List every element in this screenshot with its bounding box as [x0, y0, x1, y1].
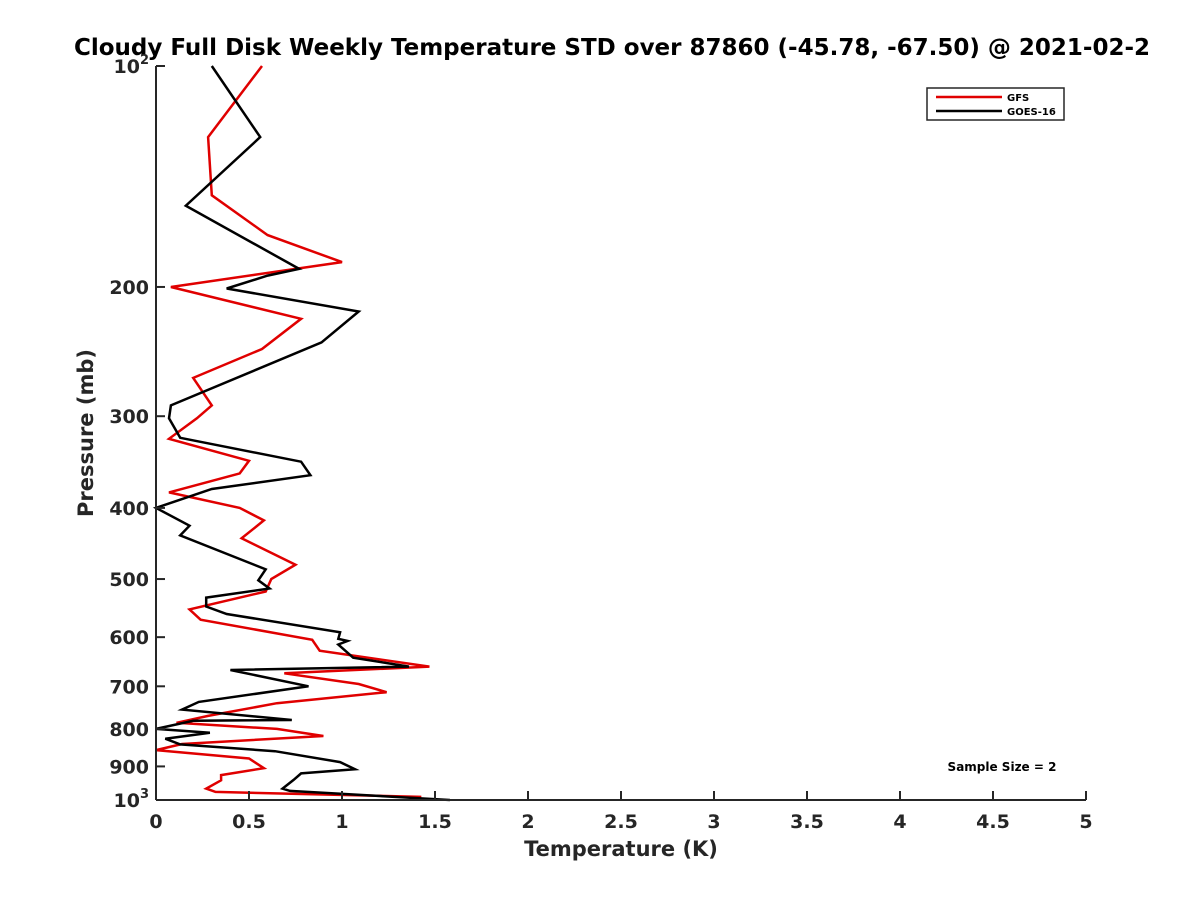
y-tick-base: 300: [109, 406, 149, 428]
y-tick-base: 900: [109, 756, 149, 778]
plot-area: [152, 65, 450, 802]
x-axis-label: Temperature (K): [524, 837, 718, 861]
y-tick-label: 500: [109, 569, 149, 591]
y-tick-exponent: 3: [140, 787, 149, 802]
x-tick-label: 1: [335, 811, 348, 833]
y-tick-label: 700: [109, 676, 149, 698]
y-tick-label: 102: [114, 53, 150, 78]
y-tick-label: 300: [109, 406, 149, 428]
y-tick-base: 600: [109, 627, 149, 649]
x-tick-label: 0.5: [232, 811, 266, 833]
x-tick-label: 1.5: [418, 811, 452, 833]
x-tick-label: 3: [707, 811, 720, 833]
y-tick-base: 700: [109, 676, 149, 698]
y-tick-label: 800: [109, 719, 149, 741]
y-tick-label: 600: [109, 627, 149, 649]
y-tick-base: 10: [114, 790, 140, 812]
y-tick-base: 400: [109, 498, 149, 520]
y-tick-base: 10: [114, 56, 140, 78]
series-line-gfs: [155, 65, 430, 800]
y-tick-label: 200: [109, 277, 149, 299]
x-tick-label: 4.5: [976, 811, 1010, 833]
series-line-goes16: [152, 65, 450, 802]
x-tick-label: 2: [521, 811, 534, 833]
y-tick-base: 800: [109, 719, 149, 741]
x-tick-label: 5: [1079, 811, 1092, 833]
legend-label-goes16: GOES-16: [1007, 107, 1056, 118]
y-axis-label: Pressure (mb): [74, 349, 98, 517]
chart-title: Cloudy Full Disk Weekly Temperature STD …: [74, 35, 1150, 61]
x-tick-label: 2.5: [604, 811, 638, 833]
x-tick-label: 0: [149, 811, 162, 833]
axes: [155, 66, 1086, 801]
y-tick-label: 400: [109, 498, 149, 520]
legend: GFS GOES-16: [926, 87, 1065, 121]
y-tick-base: 500: [109, 569, 149, 591]
y-tick-exponent: 2: [140, 53, 149, 68]
legend-box: [926, 87, 1065, 121]
y-tick-base: 200: [109, 277, 149, 299]
x-tick-label: 3.5: [790, 811, 824, 833]
x-ticks: 0 0.5 1 1.5 2 2.5 3 3.5 4 4.5 5: [149, 791, 1093, 833]
x-tick-label: 4: [893, 811, 906, 833]
legend-label-gfs: GFS: [1007, 93, 1029, 104]
sample-size-annotation: Sample Size = 2: [948, 760, 1057, 774]
y-tick-label: 900: [109, 756, 149, 778]
y-tick-label: 103: [114, 787, 150, 812]
